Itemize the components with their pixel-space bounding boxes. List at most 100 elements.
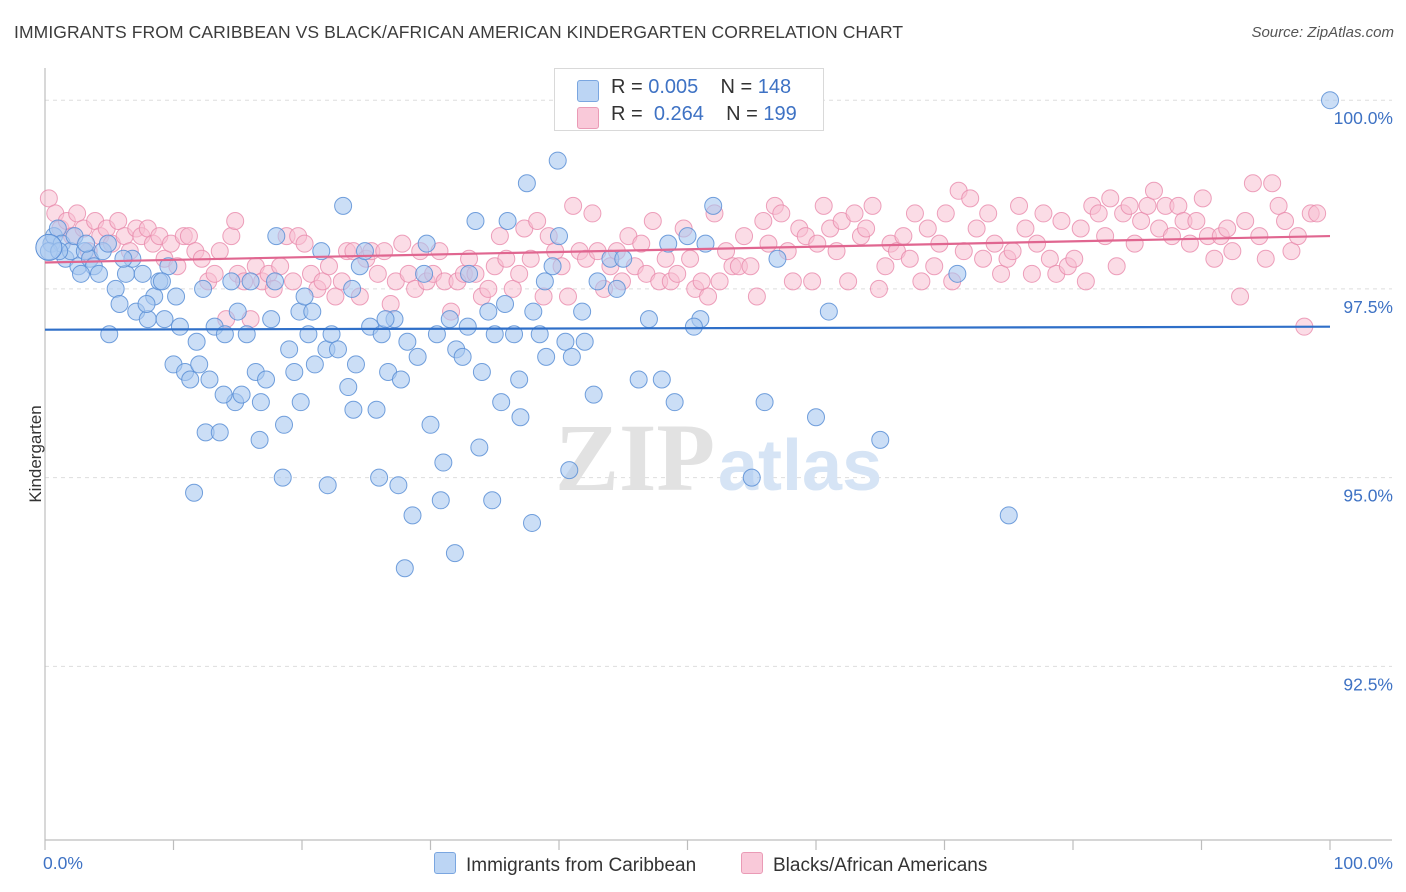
pink-point (681, 249, 700, 268)
pink-point (643, 211, 662, 230)
blue-point (343, 279, 362, 298)
blue-point (305, 355, 324, 374)
pink-point (1162, 227, 1181, 246)
blue-point (100, 325, 119, 344)
blue-point (170, 317, 189, 336)
pink-point (1144, 181, 1163, 200)
gridlines (45, 99, 1392, 667)
pink-point (735, 227, 754, 246)
pink-point (692, 272, 711, 291)
pink-point (1028, 234, 1047, 253)
pink-point (510, 264, 529, 283)
blue-point (185, 483, 204, 502)
pink-point (284, 272, 303, 291)
pink-point (869, 279, 888, 298)
blue-point (871, 430, 890, 449)
pink-point (1076, 272, 1095, 291)
bottom-legend-label: Blacks/African Americans (773, 855, 988, 876)
blue-point (523, 513, 542, 532)
pink-point (783, 272, 802, 291)
blue-point (312, 242, 331, 261)
blue-point (755, 393, 774, 412)
chart-title: IMMIGRANTS FROM CARIBBEAN VS BLACK/AFRIC… (14, 22, 904, 42)
blue-point (537, 347, 556, 366)
bottom-swatch-pink (741, 852, 763, 874)
pink-point (68, 204, 87, 223)
blue-point (445, 544, 464, 563)
pink-point (1193, 189, 1212, 208)
pink-point (1282, 242, 1301, 261)
pink-point (319, 257, 338, 276)
bottom-legend-caribbean: Immigrants from Caribbean (434, 852, 696, 877)
blue-point (678, 227, 697, 246)
pink-point (1223, 242, 1242, 261)
blue-point (35, 233, 63, 261)
pink-point (699, 287, 718, 306)
blue-point (535, 272, 554, 291)
blue-point (398, 332, 417, 351)
y-tick-label: 97.5% (1343, 297, 1393, 317)
pink-point (1243, 174, 1262, 193)
blue-point (417, 234, 436, 253)
pink-point (1276, 211, 1295, 230)
blue-point (440, 310, 459, 329)
pink-point (326, 287, 345, 306)
blue-point (485, 325, 504, 344)
watermark-atlas: atlas (718, 426, 882, 506)
pink-point (1180, 234, 1199, 253)
blue-point (573, 302, 592, 321)
pink-point (109, 211, 128, 230)
blue-point (110, 295, 129, 314)
pink-point (936, 204, 955, 223)
blue-point (318, 476, 337, 495)
watermark: ZIP atlas (555, 404, 882, 511)
blue-point (427, 325, 446, 344)
pink-point (222, 227, 241, 246)
blue-point (137, 295, 156, 314)
blue-point (496, 295, 515, 314)
pink-point (979, 204, 998, 223)
blue-point (376, 310, 395, 329)
pink-point (583, 204, 602, 223)
blue-point (187, 332, 206, 351)
pink-point (839, 272, 858, 291)
blue-point (1321, 91, 1339, 110)
pink-point (1205, 249, 1224, 268)
pink-point (845, 204, 864, 223)
bottom-legend-label: Immigrants from Caribbean (466, 855, 697, 876)
blue-point (391, 370, 410, 389)
n-label: N = (726, 103, 758, 125)
blue-point (200, 370, 219, 389)
blue-point (453, 347, 472, 366)
pink-point (1107, 257, 1126, 276)
r-value: 0.264 (653, 103, 704, 125)
pink-point (632, 234, 651, 253)
legend-stats-blacks: R = 0.264 N = 199 (611, 103, 797, 126)
pink-point (814, 196, 833, 215)
blue-point (344, 400, 363, 419)
pink-point (954, 242, 973, 261)
pink-point (1101, 189, 1120, 208)
blue-point (562, 347, 581, 366)
pink-point (393, 234, 412, 253)
blue-point (548, 151, 567, 170)
pink-point (741, 257, 760, 276)
pink-point (1308, 204, 1327, 223)
pink-point (521, 249, 540, 268)
blue-point (303, 302, 322, 321)
trend-line-caribbean (44, 325, 1331, 331)
blue-point (460, 264, 479, 283)
blue-point (505, 325, 524, 344)
pink-point (967, 219, 986, 238)
blue-point (466, 211, 485, 230)
blue-point (588, 272, 607, 291)
pink-point (912, 272, 931, 291)
pink-point (226, 211, 245, 230)
blue-point (194, 279, 213, 298)
pink-point (1052, 211, 1071, 230)
blue-point (483, 491, 502, 510)
blue-point (408, 347, 427, 366)
blue-point (285, 362, 304, 381)
blue-point (517, 174, 536, 193)
